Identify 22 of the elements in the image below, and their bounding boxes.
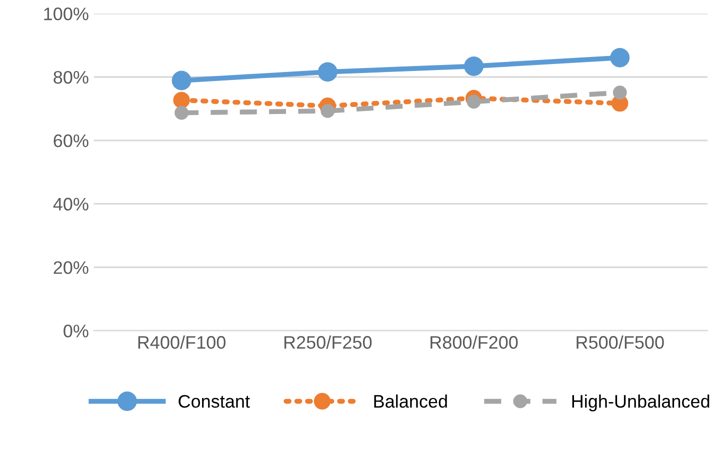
point <box>320 104 335 118</box>
point <box>612 86 627 100</box>
point <box>466 94 481 109</box>
x-tick-label: R800/F200 <box>430 336 518 349</box>
point <box>174 106 188 120</box>
y-tick-label: 20% <box>54 261 88 274</box>
legend-label: Balanced <box>374 394 447 408</box>
y-tick-label: 100% <box>44 8 88 20</box>
x-tick-label: R400/F100 <box>138 336 226 349</box>
x-tick-label: R500/F500 <box>576 336 664 349</box>
point <box>610 48 630 68</box>
legend-label: Constant <box>178 394 250 408</box>
point <box>173 92 190 108</box>
y-tick-label: 80% <box>54 70 88 84</box>
point <box>464 56 484 76</box>
y-tick-label: 60% <box>54 134 88 148</box>
legend-label: High-Unbalanced <box>572 394 710 412</box>
x-tick-label: R250/F250 <box>284 336 372 349</box>
y-tick-label: 40% <box>53 198 88 211</box>
point <box>318 62 338 82</box>
point <box>172 70 192 90</box>
y-tick-label: 0% <box>64 324 88 338</box>
